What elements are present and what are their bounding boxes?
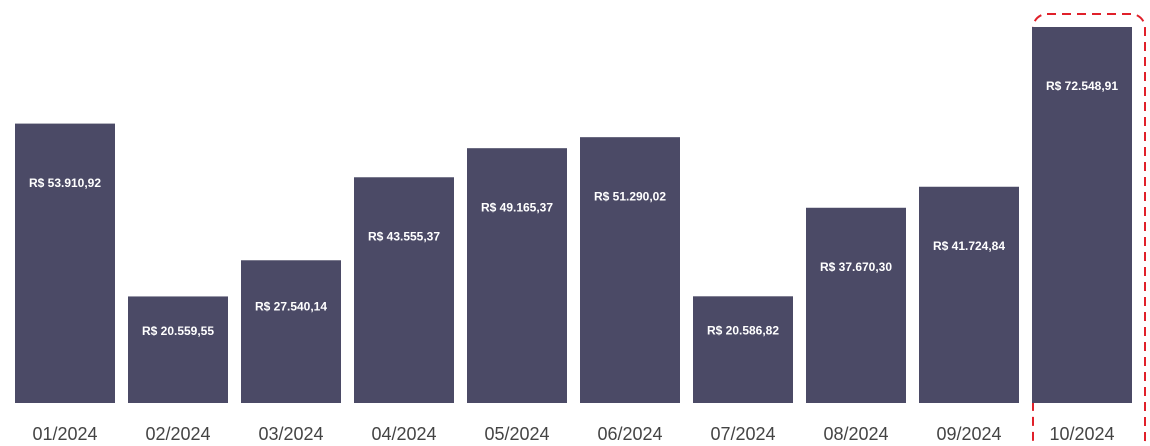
value-label: R$ 37.670,30 (820, 260, 892, 274)
value-label: R$ 53.910,92 (29, 176, 101, 190)
x-tick-label: 03/2024 (258, 424, 323, 444)
value-label: R$ 27.540,14 (255, 300, 327, 314)
value-label: R$ 41.724,84 (933, 239, 1005, 253)
bar (1032, 27, 1132, 403)
x-tick-label: 10/2024 (1049, 424, 1114, 444)
value-label: R$ 20.586,82 (707, 324, 779, 338)
x-tick-label: 08/2024 (823, 424, 888, 444)
x-tick-label: 05/2024 (484, 424, 549, 444)
x-tick-label: 02/2024 (145, 424, 210, 444)
x-tick-label: 04/2024 (371, 424, 436, 444)
x-tick-label: 09/2024 (936, 424, 1001, 444)
x-tick-label: 07/2024 (710, 424, 775, 444)
x-tick-label: 06/2024 (597, 424, 662, 444)
bar (241, 260, 341, 403)
bar (354, 177, 454, 403)
bar (919, 186, 1019, 403)
bar (128, 296, 228, 403)
x-tick-label: 01/2024 (32, 424, 97, 444)
value-label: R$ 51.290,02 (594, 189, 666, 203)
bar (693, 296, 793, 403)
value-label: R$ 20.559,55 (142, 324, 214, 338)
value-label: R$ 72.548,91 (1046, 79, 1118, 93)
bar (580, 137, 680, 403)
bar (806, 207, 906, 403)
bar (15, 123, 115, 403)
value-label: R$ 49.165,37 (481, 200, 553, 214)
bar (467, 148, 567, 403)
value-label: R$ 43.555,37 (368, 229, 440, 243)
